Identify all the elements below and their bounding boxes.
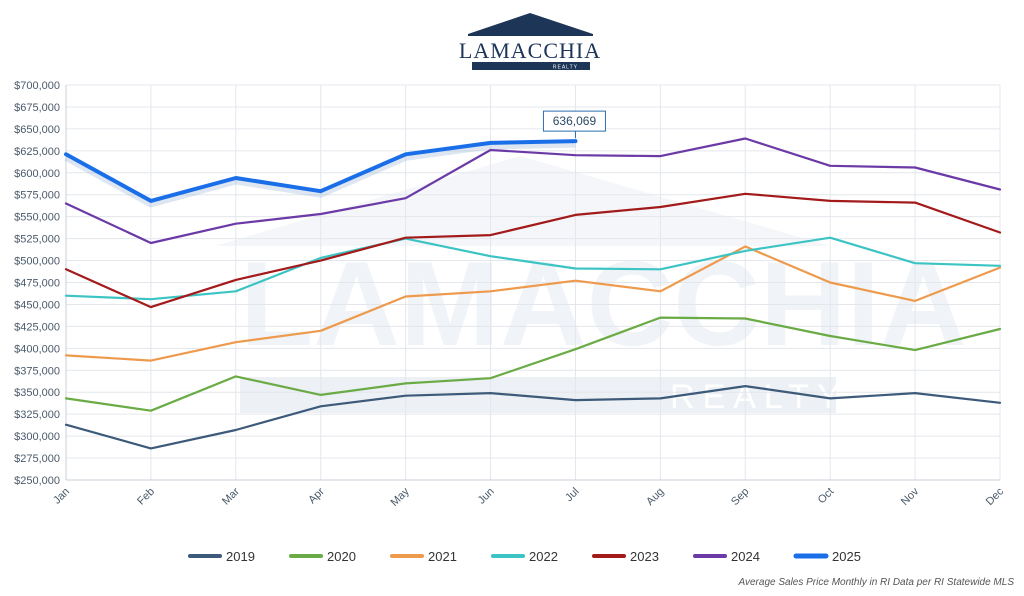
source-note: Average Sales Price Monthly in RI Data p… [738,577,1015,588]
grid [65,84,1001,481]
logo-name: LAMACCHIA [459,38,601,63]
y-tick-label: $350,000 [14,387,60,399]
y-tick-label: $525,000 [14,234,60,246]
y-tick-label: $450,000 [14,299,60,311]
legend-label-2025: 2025 [832,549,861,564]
x-tick-label: Jan [51,486,72,507]
y-tick-label: $650,000 [14,124,60,136]
series-2024-line [64,137,1002,245]
y-tick-label: $325,000 [14,409,60,421]
series-lines [64,137,1002,450]
x-tick-label: Sep [729,486,751,508]
legend-label-2023: 2023 [630,549,659,564]
series-2025-shadow [64,140,576,208]
x-tick-label: Feb [135,486,157,508]
legend-label-2020: 2020 [327,549,356,564]
watermark-sub: REALTY [670,378,848,416]
y-tick-label: $700,000 [14,80,60,92]
logo: LAMACCHIA REALTY [459,13,601,71]
callout-label: 636,069 [553,114,597,128]
y-tick-label: $475,000 [14,278,60,290]
series-2019-line [64,385,1002,450]
legend: 2019 2020 2021 2022 2023 2024 2025 [188,549,861,564]
y-tick-label: $250,000 [14,475,60,487]
legend-label-2019: 2019 [226,549,255,564]
x-tick-label: Jul [563,486,581,504]
y-tick-label: $375,000 [14,365,60,377]
legend-label-2022: 2022 [529,549,558,564]
x-tick-label: Nov [899,485,922,508]
y-tick-label: $300,000 [14,431,60,443]
y-tick-label: $275,000 [14,453,60,465]
y-tick-label: $600,000 [14,168,60,180]
x-tick-label: Mar [220,485,242,507]
series-2023-line [64,192,1002,309]
y-tick-label: $425,000 [14,321,60,333]
y-tick-label: $625,000 [14,146,60,158]
y-tick-label: $500,000 [14,256,60,268]
logo-sub: REALTY [553,65,578,71]
y-tick-label: $675,000 [14,102,60,114]
x-tick-label: Jun [476,486,497,507]
y-tick-label: $400,000 [14,343,60,355]
series-2020-line [64,316,1002,412]
y-tick-label: $575,000 [14,190,60,202]
x-tick-label: Aug [644,486,666,508]
x-tick-label: Oct [816,486,837,507]
x-tick-label: May [389,485,413,509]
y-tick-label: $550,000 [14,212,60,224]
series-2025-line [64,139,578,203]
value-callout: 636,069 [542,110,606,139]
x-tick-label: Dec [984,485,1007,508]
x-tick-label: Apr [306,485,327,506]
series-2022-line [64,236,1002,301]
legend-label-2021: 2021 [428,549,457,564]
legend-label-2024: 2024 [731,549,760,564]
series-2021-line [64,245,1002,362]
